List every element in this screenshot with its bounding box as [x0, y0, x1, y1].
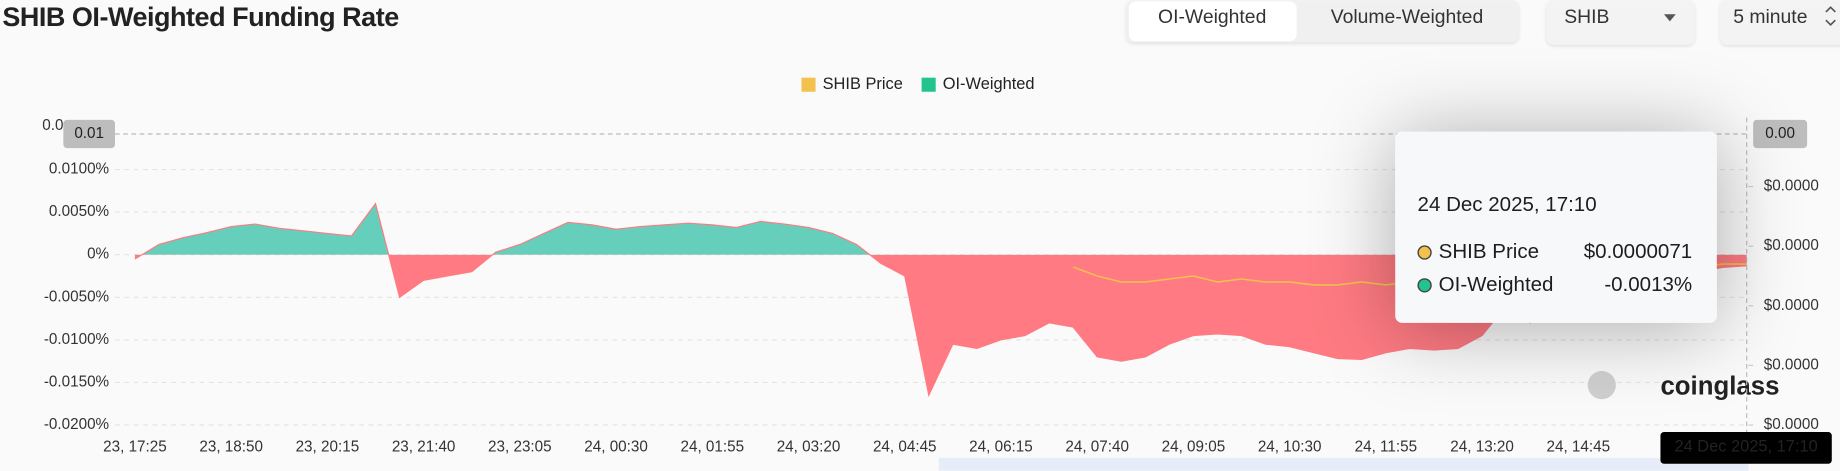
y-tick-label-hidden: 0.0	[42, 117, 63, 134]
y2-badge-label: 0.00	[1765, 125, 1795, 142]
tooltip-value: $0.0000071	[1584, 240, 1692, 263]
tooltip-label: OI-Weighted	[1439, 273, 1554, 296]
x-badge	[1660, 432, 1832, 464]
legend-label: OI-Weighted	[943, 75, 1035, 93]
tooltip-dot	[1417, 278, 1432, 293]
symbol-value[interactable]: SHIB	[1564, 6, 1609, 28]
x-tick-label: 24, 04:45	[873, 438, 937, 455]
tooltip-box	[1395, 131, 1717, 323]
y-tick-label: 0.0050%	[49, 203, 110, 220]
x-tick-label: 24, 00:30	[584, 438, 648, 455]
y-badge-label: 0.01	[74, 125, 104, 142]
y2-tick-label: $0.0000	[1764, 237, 1819, 254]
spinner-icon[interactable]	[1825, 6, 1836, 27]
x-tick-label: 24, 01:55	[680, 438, 744, 455]
y2-tick-label: $0.0000	[1764, 356, 1819, 373]
scroll-strip	[938, 457, 1749, 471]
interval-value[interactable]: 5 minute	[1733, 6, 1807, 28]
symbol-select[interactable]	[1546, 0, 1695, 45]
tooltip-title: 24 Dec 2025, 17:10	[1418, 193, 1597, 216]
toggle-selected[interactable]	[1128, 1, 1297, 42]
page-title: SHIB OI-Weighted Funding Rate	[2, 2, 399, 32]
dropdown-arrow[interactable]	[1663, 14, 1676, 22]
y-tick-label: -0.0150%	[44, 373, 110, 390]
area-negative	[134, 254, 1747, 396]
legend-swatch	[921, 77, 936, 92]
y-badge	[63, 119, 115, 149]
tooltip-value: -0.0013%	[1604, 273, 1692, 296]
x-tick-label: 24, 11:55	[1355, 438, 1417, 455]
x-tick-label: 24, 06:15	[969, 438, 1033, 455]
x-tick-label: 23, 18:50	[199, 438, 263, 455]
crosshair: 0.0 0.01 0.00 24 Dec 2025, 17:10	[42, 117, 1832, 464]
x-tick-label: 23, 21:40	[392, 438, 456, 455]
x-tick-label: 24, 07:40	[1065, 438, 1129, 455]
legend-label: SHIB Price	[823, 75, 903, 93]
area-edge	[134, 202, 1747, 398]
x-tick-label: 24, 13:20	[1450, 438, 1514, 455]
y2-tick-label: $0.0000	[1764, 416, 1819, 433]
legend-swatch	[801, 77, 816, 92]
x-tick-label: 23, 23:05	[488, 438, 552, 455]
y2-tick-label: $0.0000	[1764, 297, 1819, 314]
y2-tick-label: $0.0000	[1764, 178, 1819, 195]
x-tick-label: 24, 03:20	[777, 438, 841, 455]
tooltip-dot	[1417, 245, 1432, 260]
plot-area: -0.0200% -0.0150% -0.0100% -0.0050% 0% 0.0050…	[44, 161, 1819, 456]
x-badge-label: 24 Dec 2025, 17:10	[1675, 438, 1818, 456]
area-positive	[134, 203, 1747, 255]
y-tick-label: -0.0200%	[44, 416, 110, 433]
toggle-option[interactable]: OI-Weighted	[1158, 6, 1266, 28]
watermark-logo	[1587, 371, 1616, 400]
watermark: coinglass	[1660, 372, 1779, 400]
x-tick-label: 24, 10:30	[1258, 438, 1322, 455]
x-tick-label: 23, 17:25	[103, 438, 167, 455]
y-tick-label: -0.0050%	[44, 288, 110, 305]
y2-badge	[1753, 119, 1808, 149]
tooltip-label: SHIB Price	[1439, 240, 1539, 263]
toggle-option[interactable]: Volume-Weighted	[1331, 6, 1483, 28]
x-tick-label: 24, 09:05	[1162, 438, 1226, 455]
tooltip: 24 Dec 2025, 17:10 SHIB Price $0.0000071…	[1395, 131, 1717, 323]
x-tick-label: 23, 20:15	[296, 438, 360, 455]
x-tick-label: 24, 14:45	[1547, 438, 1611, 455]
y-tick-label: -0.0100%	[44, 331, 110, 348]
y-tick-label: 0%	[87, 246, 109, 263]
y-tick-label: 0.0100%	[49, 161, 110, 178]
interval-select[interactable]	[1720, 0, 1840, 45]
